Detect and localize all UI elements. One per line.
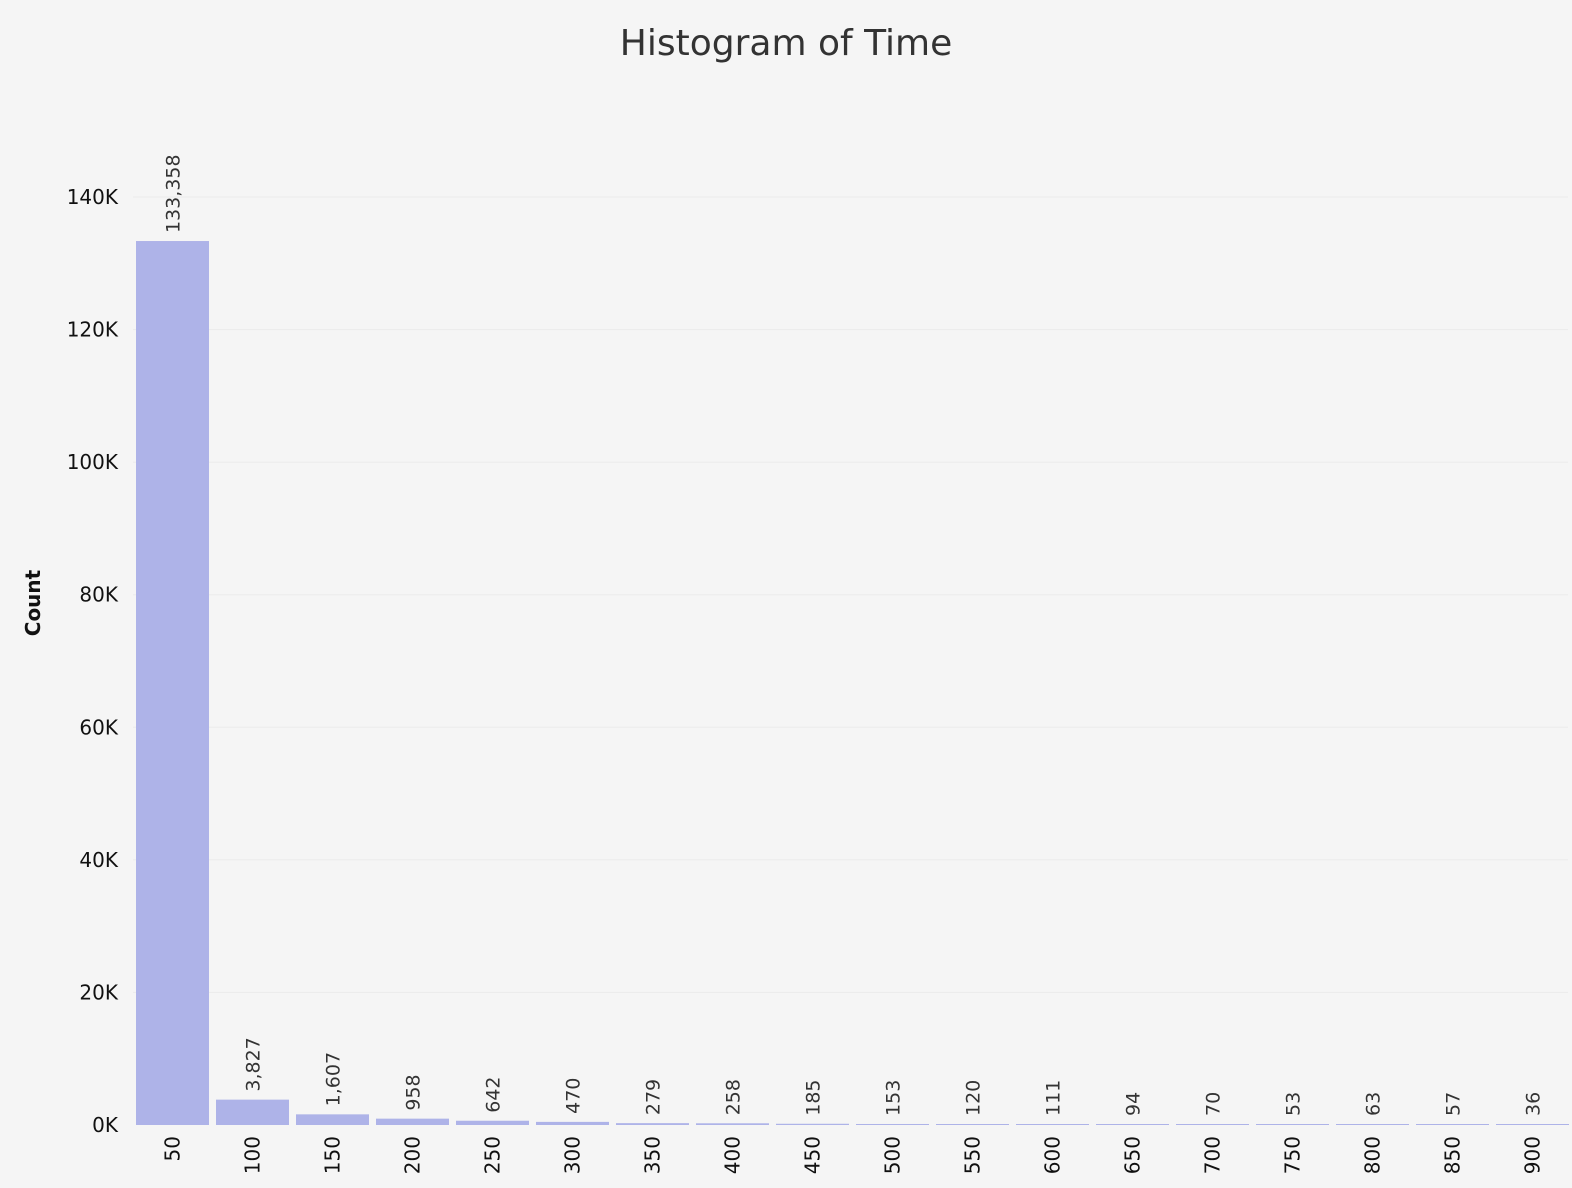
y-tick-label: 40K [79,848,118,872]
y-tick-label: 120K [67,318,119,342]
data-label: 53 [1283,1092,1305,1116]
data-label: 94 [1123,1092,1145,1116]
x-tick-label: 250 [481,1136,505,1174]
bar [216,1099,289,1125]
y-tick-label: 20K [79,980,118,1004]
bars [136,241,1569,1125]
bar [776,1123,849,1125]
data-label: 1,607 [323,1052,345,1106]
x-tick-label: 600 [1041,1136,1065,1174]
data-label: 958 [403,1074,425,1110]
bar [936,1124,1009,1125]
bar [1176,1124,1249,1125]
x-tick-label: 550 [961,1136,985,1174]
bar [1496,1124,1569,1125]
chart-title: Histogram of Time [620,23,952,64]
data-label: 36 [1523,1092,1545,1116]
y-tick-label: 60K [79,715,118,739]
bar [536,1121,609,1125]
x-tick-label: 750 [1281,1136,1305,1174]
x-tick-label: 650 [1121,1136,1145,1174]
bar [456,1120,529,1125]
data-label: 3,827 [243,1037,265,1091]
data-label: 258 [723,1079,745,1115]
bar [856,1123,929,1125]
bar [1256,1124,1329,1125]
data-label: 185 [803,1080,825,1116]
y-axis-ticks: 0K 20K 40K 60K 80K 100K 120K 140K [67,185,119,1137]
data-label: 133,358 [163,154,185,233]
y-tick-label: 80K [79,583,118,607]
data-label: 279 [643,1079,665,1115]
bar [376,1118,449,1125]
grid-lines [133,196,1568,993]
y-tick-label: 0K [92,1113,119,1137]
y-tick-label: 100K [67,450,119,474]
bar [1336,1124,1409,1125]
data-label: 153 [883,1080,905,1116]
x-tick-label: 300 [561,1136,585,1174]
x-tick-label: 400 [721,1136,745,1174]
x-tick-label: 350 [641,1136,665,1174]
data-label: 120 [963,1080,985,1116]
data-label: 111 [1043,1080,1065,1116]
bar [616,1123,689,1125]
x-tick-label: 450 [801,1136,825,1174]
bar [696,1123,769,1125]
bar [136,241,209,1125]
x-tick-label: 500 [881,1136,905,1174]
data-labels: 133,358 3,827 1,607 958 642 470 279 258 185 153 12… [163,154,1545,1116]
x-tick-label: 50 [161,1136,185,1161]
x-tick-label: 200 [401,1136,425,1174]
data-label: 642 [483,1076,505,1112]
x-tick-label: 100 [241,1136,265,1174]
y-tick-label: 140K [67,185,119,209]
bar [296,1114,369,1125]
x-tick-label: 850 [1441,1136,1465,1174]
y-axis-label: Count [21,569,45,636]
x-tick-label: 800 [1361,1136,1385,1174]
x-tick-label: 150 [321,1136,345,1174]
bar [1096,1124,1169,1125]
bar [1416,1124,1489,1125]
data-label: 70 [1203,1092,1225,1116]
data-label: 57 [1443,1092,1465,1116]
bar [1016,1124,1089,1125]
x-tick-label: 900 [1521,1136,1545,1174]
data-label: 470 [563,1078,585,1114]
x-axis-ticks: 50 100 150 200 250 300 350 400 450 500 550 600 650 70… [161,1136,1545,1174]
data-label: 63 [1363,1092,1385,1116]
x-tick-label: 700 [1201,1136,1225,1174]
